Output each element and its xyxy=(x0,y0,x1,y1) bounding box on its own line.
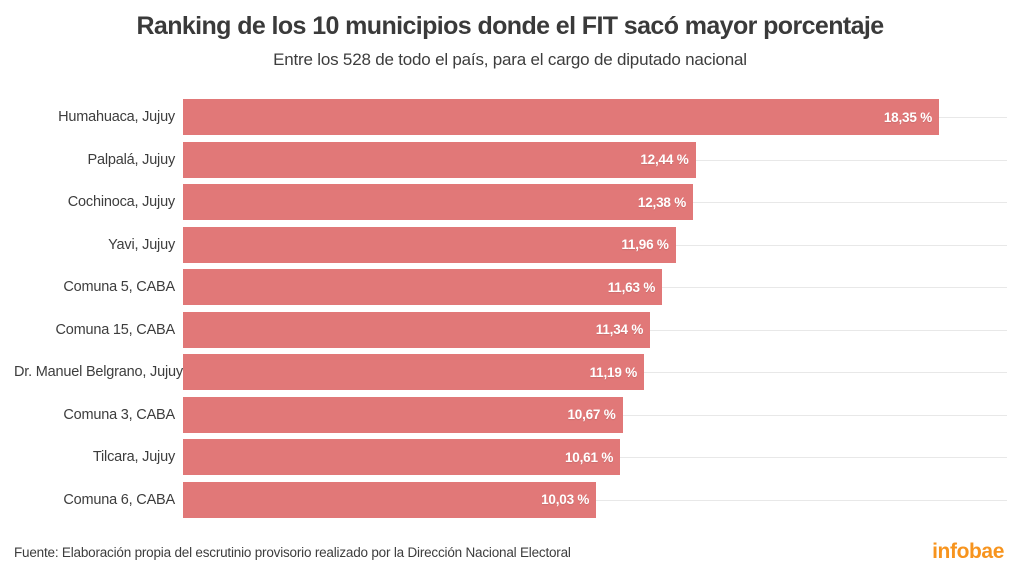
bar-track: 10,61 % xyxy=(183,436,1007,479)
category-label: Yavi, Jujuy xyxy=(108,236,175,253)
bar-row: Dr. Manuel Belgrano, Jujuy 11,19 % xyxy=(14,351,1007,394)
category-label: Dr. Manuel Belgrano, Jujuy xyxy=(14,364,183,381)
chart-title: Ranking de los 10 municipios donde el FI… xyxy=(136,12,884,40)
bar-track: 18,35 % xyxy=(183,96,1007,139)
bar-value-label: 12,38 % xyxy=(637,194,687,210)
bar-track: 10,67 % xyxy=(183,394,1007,437)
bar: 11,96 % xyxy=(183,226,676,263)
bar: 18,35 % xyxy=(183,99,940,136)
bar-row: Tilcara, Jujuy 10,61 % xyxy=(14,436,1007,479)
bar-value-label: 11,34 % xyxy=(595,322,644,338)
category-label: Tilcara, Jujuy xyxy=(92,449,175,466)
bar: 10,03 % xyxy=(183,481,597,518)
bar-track: 11,63 % xyxy=(183,266,1007,309)
source-attribution: Fuente: Elaboración propia del escrutini… xyxy=(14,544,571,560)
bar-value-label: 18,35 % xyxy=(883,109,933,125)
bar: 11,19 % xyxy=(183,354,645,391)
bar-track: 11,96 % xyxy=(183,224,1007,267)
bar-value-label: 11,63 % xyxy=(607,279,656,295)
bar-track: 11,19 % xyxy=(183,351,1007,394)
bar-row: Yavi, Jujuy 11,96 % xyxy=(14,224,1007,267)
bar: 11,63 % xyxy=(183,269,663,306)
bar-row: Comuna 6, CABA 10,03 % xyxy=(14,479,1007,522)
bar-track: 12,44 % xyxy=(183,139,1007,182)
category-label: Comuna 3, CABA xyxy=(63,406,175,423)
chart-header: Ranking de los 10 municipios donde el FI… xyxy=(0,12,1020,70)
bar-value-label: 10,67 % xyxy=(567,407,616,423)
chart-footer: Fuente: Elaboración propia del escrutini… xyxy=(14,540,1004,564)
bar-row: Humahuaca, Jujuy 18,35 % xyxy=(14,96,1007,139)
bar-chart: Humahuaca, Jujuy 18,35 % Palpalá, Jujuy 12,… xyxy=(14,96,1007,521)
infobae-logo: infobae xyxy=(932,540,1004,563)
bar-value-label: 11,96 % xyxy=(621,237,669,253)
category-label: Comuna 15, CABA xyxy=(55,321,175,338)
chart-subtitle: Entre los 528 de todo el país, para el c… xyxy=(273,50,747,69)
category-label: Cochinoca, Jujuy xyxy=(67,194,175,211)
bar: 11,34 % xyxy=(183,311,651,348)
bar-row: Comuna 15, CABA 11,34 % xyxy=(14,309,1007,352)
bar: 12,38 % xyxy=(183,184,694,221)
bar-value-label: 10,61 % xyxy=(564,449,614,465)
category-label: Humahuaca, Jujuy xyxy=(58,109,175,126)
bar-track: 11,34 % xyxy=(183,309,1007,352)
bar-row: Comuna 5, CABA 11,63 % xyxy=(14,266,1007,309)
bar-value-label: 10,03 % xyxy=(541,492,590,508)
category-label: Comuna 6, CABA xyxy=(63,491,175,508)
bar: 12,44 % xyxy=(183,141,696,178)
bar-row: Palpalá, Jujuy 12,44 % xyxy=(14,139,1007,182)
category-label: Palpalá, Jujuy xyxy=(87,151,176,168)
bar-value-label: 11,19 % xyxy=(589,364,638,380)
bar-row: Cochinoca, Jujuy 12,38 % xyxy=(14,181,1007,224)
bar-value-label: 12,44 % xyxy=(640,152,689,168)
bar: 10,61 % xyxy=(183,439,621,476)
category-label: Comuna 5, CABA xyxy=(63,279,175,296)
bar: 10,67 % xyxy=(183,396,623,433)
bar-row: Comuna 3, CABA 10,67 % xyxy=(14,394,1007,437)
bar-track: 12,38 % xyxy=(183,181,1007,224)
bar-track: 10,03 % xyxy=(183,479,1007,522)
